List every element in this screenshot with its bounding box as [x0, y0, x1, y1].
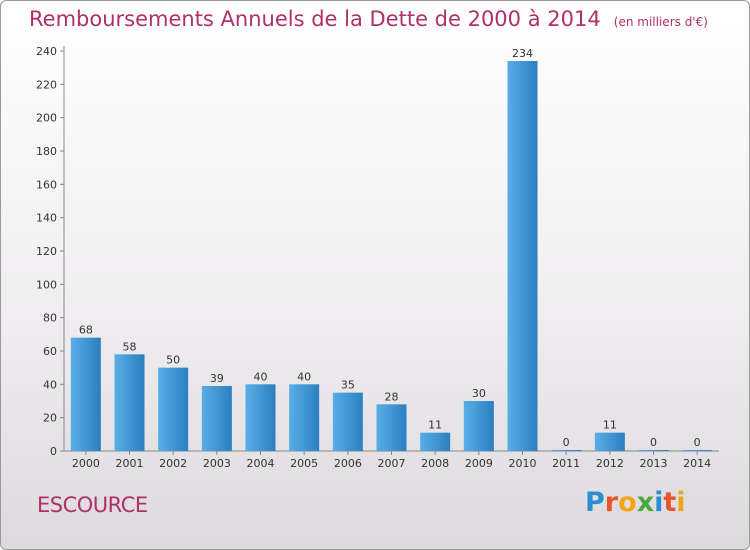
- x-tick-label: 2009: [465, 457, 493, 470]
- x-tick-label: 2000: [72, 457, 100, 470]
- logo-letter: i: [654, 487, 664, 518]
- bar: [682, 450, 713, 451]
- x-tick-label: 2005: [290, 457, 318, 470]
- proxiti-logo[interactable]: Proxiti: [585, 487, 686, 518]
- bar: [332, 392, 363, 451]
- logo-letter: o: [618, 487, 637, 518]
- y-tick-label: 140: [36, 212, 57, 225]
- axes: 0 20 40 60 80 100 120 140 160 180 200 220 240 2000 200…: [36, 45, 719, 470]
- bar: [594, 432, 625, 451]
- chart-title: Remboursements Annuels de la Dette de 20…: [29, 7, 601, 31]
- y-tick-label: 120: [36, 245, 57, 258]
- bar: [551, 450, 582, 451]
- x-tick-label: 2002: [159, 457, 187, 470]
- data-label: 11: [603, 419, 617, 432]
- data-label: 35: [341, 379, 355, 392]
- y-tick-label: 60: [43, 345, 57, 358]
- x-tick-label: 2010: [509, 457, 537, 470]
- y-tick-label: 160: [36, 178, 57, 191]
- y-tick-label: 80: [43, 312, 57, 325]
- bar: [201, 386, 232, 451]
- y-tick-label: 220: [36, 78, 57, 91]
- x-tick-label: 2003: [203, 457, 231, 470]
- bar: [114, 354, 145, 451]
- data-label: 0: [563, 436, 570, 449]
- bars: 68 58 50 39 40 40 35 28 11 30 234 0 11 0 0: [70, 47, 713, 451]
- data-label: 234: [512, 47, 533, 60]
- x-tick-label: 2001: [116, 457, 144, 470]
- logo-letter: r: [604, 487, 619, 518]
- y-tick-label: 0: [50, 445, 57, 458]
- y-tick-label: 20: [43, 412, 57, 425]
- data-label: 0: [694, 436, 701, 449]
- logo-letter: P: [585, 487, 605, 518]
- bar: [70, 337, 101, 451]
- chart-units: (en milliers d'€): [613, 15, 708, 29]
- x-tick-label: 2011: [552, 457, 580, 470]
- y-tick-label: 100: [36, 278, 57, 291]
- y-tick-label: 240: [36, 45, 57, 58]
- x-tick-label: 2012: [596, 457, 624, 470]
- bar: [638, 450, 669, 451]
- logo-letter: t: [663, 487, 677, 518]
- y-tick-label: 40: [43, 378, 57, 391]
- data-label: 68: [79, 324, 93, 337]
- data-label: 0: [650, 436, 657, 449]
- bar: [420, 432, 451, 451]
- bar: [376, 404, 407, 451]
- x-tick-label: 2013: [640, 457, 668, 470]
- chart-title-row: Remboursements Annuels de la Dette de 20…: [29, 7, 708, 31]
- data-label: 11: [428, 419, 442, 432]
- commune-name: ESCOURCE: [37, 493, 148, 517]
- x-tick-label: 2004: [247, 457, 275, 470]
- data-label: 50: [166, 354, 180, 367]
- bar: [245, 384, 276, 451]
- data-label: 40: [254, 370, 268, 383]
- data-label: 58: [123, 340, 137, 353]
- x-tick-label: 2008: [421, 457, 449, 470]
- bar: [158, 367, 189, 451]
- data-label: 40: [297, 370, 311, 383]
- x-tick-label: 2006: [334, 457, 362, 470]
- bar: [507, 61, 538, 451]
- logo-letter: i: [676, 487, 686, 518]
- data-label: 39: [210, 372, 224, 385]
- logo-letter: x: [636, 487, 655, 518]
- bar: [463, 401, 494, 451]
- bar: [289, 384, 320, 451]
- data-label: 28: [385, 390, 399, 403]
- y-tick-label: 180: [36, 145, 57, 158]
- x-tick-label: 2007: [378, 457, 406, 470]
- data-label: 30: [472, 387, 486, 400]
- x-tick-label: 2014: [683, 457, 711, 470]
- y-tick-label: 200: [36, 112, 57, 125]
